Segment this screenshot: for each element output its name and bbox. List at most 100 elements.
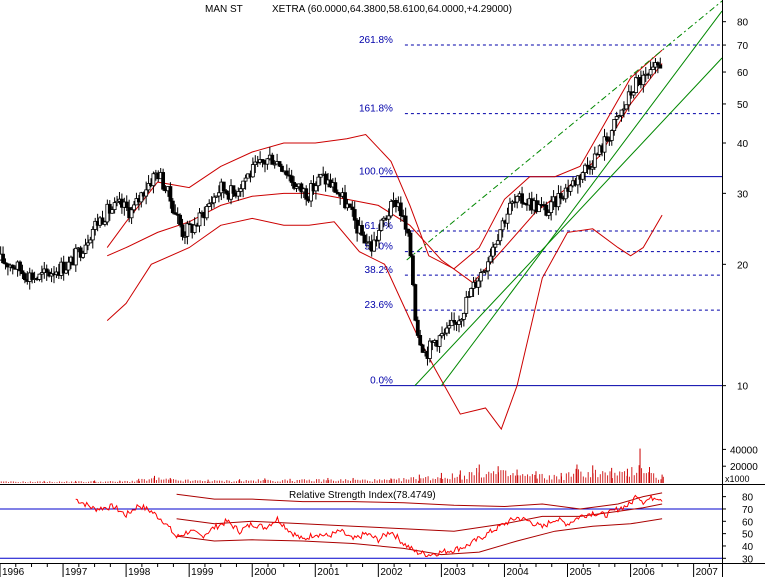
fib-label-7: 261.8% (359, 35, 393, 46)
candlesticks (0, 57, 663, 366)
time-tick-label-8: 2004 (506, 567, 529, 577)
candle-body-58 (139, 192, 144, 203)
time-tick-label-4: 2000 (254, 567, 277, 577)
candle-body-72 (173, 212, 178, 215)
trendline-1 (440, 10, 723, 386)
candle-body-172 (415, 319, 420, 336)
candle-body-160 (386, 215, 391, 220)
candle-body-167 (403, 215, 408, 230)
candle-body-35 (83, 244, 88, 254)
candle-body-206 (498, 229, 503, 242)
candle-body-37 (88, 239, 93, 244)
rsi-band-upper (176, 492, 663, 510)
candle-body-209 (505, 213, 510, 224)
candle-body-191 (461, 312, 466, 320)
rsi-band-lower (176, 518, 663, 556)
price-tick-label-3: 40 (737, 139, 749, 150)
chart-quote: XETRA (60.0000,64.3800,58.6100,64.0000,+… (272, 4, 512, 15)
candle-body-96 (231, 185, 236, 194)
candle-body-261 (631, 92, 636, 96)
candle-body-171 (413, 284, 418, 321)
candle-body-205 (495, 240, 500, 245)
candle-body-156 (377, 230, 381, 241)
candle-body-122 (294, 186, 299, 189)
candle-body-230 (556, 193, 561, 208)
candle-body-157 (379, 219, 384, 231)
candle-body-52 (124, 201, 129, 208)
rsi-tick-label-1: 40 (742, 542, 754, 553)
candle-body-271 (655, 62, 660, 66)
candle-body-8 (18, 261, 22, 272)
candle-body-192 (464, 296, 469, 314)
candle-body-17 (39, 272, 44, 275)
volume-tick-label-0: 20000 (730, 462, 758, 473)
candle-body-19 (44, 268, 49, 273)
price-tick-label-6: 70 (737, 41, 749, 52)
price-tick-label-5: 60 (737, 68, 749, 79)
candle-body-187 (452, 319, 457, 323)
candle-body-249 (602, 136, 607, 153)
candle-body-48 (115, 200, 119, 204)
candle-body-200 (483, 270, 488, 273)
candle-body-47 (112, 202, 117, 210)
candle-body-124 (299, 183, 304, 193)
candle-body-13 (30, 272, 35, 280)
candle-body-197 (476, 280, 481, 288)
candle-body-174 (420, 344, 425, 353)
candle-body-126 (304, 188, 309, 200)
fib-label-6: 161.8% (359, 104, 393, 115)
price-tick-label-0: 10 (737, 382, 749, 393)
candle-body-138 (333, 182, 338, 193)
candle-body-110 (265, 158, 270, 165)
time-tick-label-3: 1999 (191, 567, 214, 577)
candle-body-183 (442, 332, 447, 335)
candle-body-142 (343, 192, 347, 209)
candle-body-77 (185, 223, 190, 237)
fib-label-5: 100.0% (359, 167, 393, 178)
candle-body-86 (207, 203, 212, 207)
candle-body-202 (488, 255, 493, 263)
candle-body-80 (192, 224, 197, 233)
candle-body-170 (411, 255, 415, 285)
candle-body-173 (418, 335, 423, 346)
candle-body-259 (626, 91, 631, 106)
candle-body-116 (280, 165, 284, 172)
candle-body-240 (580, 172, 585, 180)
candle-body-226 (546, 212, 551, 216)
candle-body-101 (243, 177, 248, 182)
candle-body-131 (316, 176, 321, 187)
candle-body-134 (323, 173, 328, 185)
fib-label-0: 0.0% (370, 376, 393, 387)
candle-body-244 (590, 166, 595, 170)
candle-body-161 (389, 200, 393, 217)
candle-body-98 (236, 191, 241, 197)
volume-bars (0, 448, 664, 483)
candle-body-45 (107, 203, 112, 214)
fib-label-2: 38.2% (365, 265, 393, 276)
candle-body-203 (491, 246, 495, 257)
price-tick-label-4: 50 (737, 100, 749, 111)
candle-body-184 (444, 327, 449, 334)
bollinger-middle-band (107, 63, 663, 284)
candle-body-235 (568, 185, 573, 192)
candle-body-189 (457, 320, 461, 325)
candle-body-262 (634, 77, 638, 93)
candle-body-130 (314, 185, 318, 192)
candle-body-46 (110, 209, 115, 214)
volume-tick-label-1: 40000 (730, 445, 758, 456)
candle-body-149 (360, 225, 364, 236)
candle-body-145 (350, 206, 355, 210)
candle-body-16 (37, 273, 42, 280)
candle-body-28 (66, 261, 71, 271)
candle-body-250 (605, 136, 609, 141)
candle-body-71 (170, 200, 175, 214)
candle-body-74 (178, 214, 182, 226)
candle-body-169 (408, 232, 413, 257)
candle-body-104 (250, 164, 255, 178)
candle-body-213 (515, 195, 520, 203)
candle-body-253 (612, 119, 617, 131)
candle-body-113 (272, 163, 277, 166)
candle-body-76 (183, 235, 187, 238)
candle-body-31 (73, 247, 78, 266)
